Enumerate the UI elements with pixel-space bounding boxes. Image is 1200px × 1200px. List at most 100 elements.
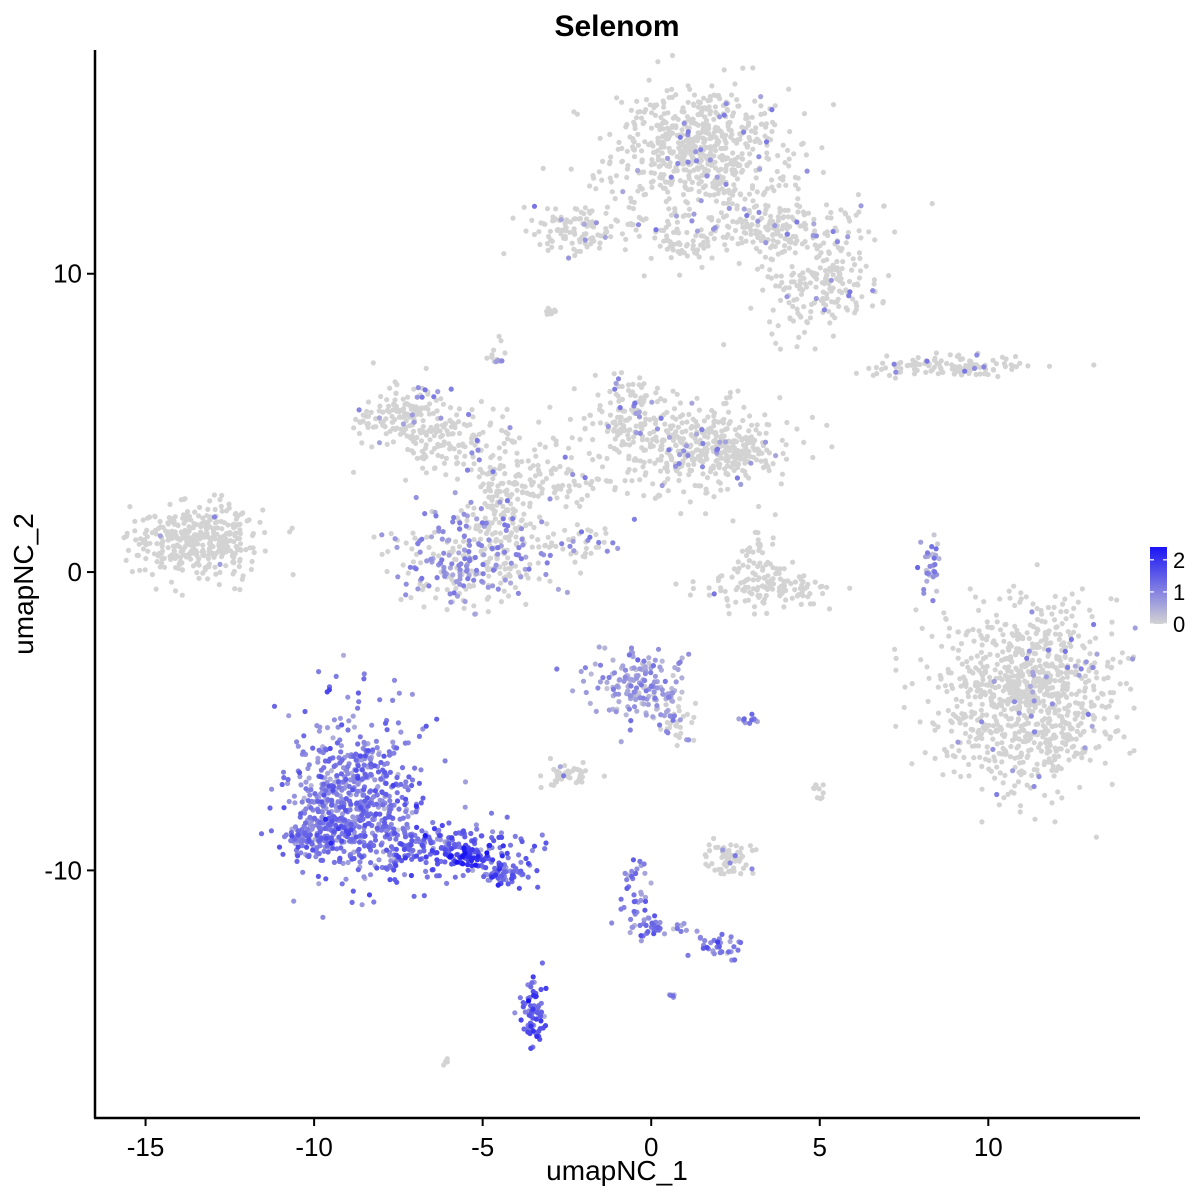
- scatter-point: [609, 920, 615, 926]
- scatter-point: [686, 651, 692, 657]
- scatter-point: [1103, 731, 1109, 737]
- scatter-point: [1073, 691, 1080, 698]
- scatter-point: [762, 412, 768, 418]
- scatter-point: [1045, 653, 1051, 659]
- scatter-point: [497, 530, 503, 536]
- scatter-point: [641, 169, 647, 175]
- scatter-point: [320, 914, 326, 920]
- scatter-point: [622, 441, 628, 447]
- scatter-point: [500, 463, 507, 469]
- scatter-point: [212, 520, 219, 526]
- scatter-point: [593, 220, 600, 226]
- scatter-point: [550, 218, 556, 224]
- scatter-point: [571, 229, 577, 235]
- scatter-point: [645, 701, 651, 708]
- scatter-point: [585, 527, 591, 533]
- scatter-point: [940, 772, 946, 778]
- scatter-point: [609, 189, 615, 195]
- scatter-point: [457, 567, 463, 573]
- scatter-point: [725, 457, 731, 463]
- scatter-point: [361, 671, 367, 677]
- scatter-point: [454, 593, 461, 599]
- scatter-point: [956, 352, 962, 358]
- scatter-point: [654, 385, 661, 391]
- scatter-point: [955, 715, 961, 722]
- scatter-point: [655, 157, 661, 163]
- scatter-point: [731, 858, 737, 864]
- scatter-point: [754, 189, 760, 195]
- scatter-point: [742, 196, 748, 202]
- scatter-point: [721, 861, 727, 868]
- scatter-point: [1016, 672, 1022, 678]
- scatter-point: [384, 397, 390, 403]
- scatter-point: [762, 110, 768, 117]
- scatter-point: [651, 679, 658, 685]
- scatter-point: [1087, 651, 1093, 657]
- scatter-point: [560, 546, 566, 552]
- scatter-point: [760, 565, 766, 571]
- scatter-point: [733, 599, 739, 605]
- scatter-point: [693, 447, 699, 453]
- scatter-point: [792, 587, 798, 593]
- scatter-point: [999, 740, 1005, 746]
- scatter-point: [403, 581, 409, 587]
- scatter-point: [893, 655, 899, 662]
- scatter-point: [624, 148, 630, 154]
- scatter-point: [553, 543, 559, 550]
- scatter-point: [426, 411, 432, 417]
- scatter-point: [514, 487, 520, 493]
- scatter-point: [1087, 607, 1093, 613]
- scatter-point: [1068, 726, 1074, 732]
- scatter-point: [510, 520, 516, 526]
- scatter-point: [788, 239, 794, 245]
- scatter-point: [852, 262, 858, 268]
- scatter-point: [675, 160, 681, 167]
- scatter-point: [625, 432, 631, 438]
- scatter-point: [398, 426, 404, 432]
- scatter-point: [723, 400, 729, 406]
- scatter-point: [649, 399, 655, 405]
- scatter-point: [772, 243, 778, 250]
- scatter-point: [577, 436, 583, 442]
- scatter-point: [704, 173, 710, 179]
- scatter-point: [655, 646, 662, 652]
- scatter-point: [337, 715, 343, 721]
- scatter-point: [186, 524, 192, 530]
- scatter-point: [724, 444, 730, 450]
- scatter-point: [662, 421, 668, 427]
- scatter-point: [604, 455, 610, 462]
- scatter-point: [740, 865, 747, 871]
- scatter-point: [756, 503, 762, 510]
- scatter-point: [967, 734, 973, 740]
- scatter-point: [753, 245, 760, 252]
- scatter-point: [1047, 693, 1053, 699]
- scatter-point: [819, 145, 825, 151]
- scatter-point: [823, 202, 830, 208]
- scatter-point: [658, 114, 664, 120]
- scatter-point: [902, 684, 908, 690]
- scatter-point: [1080, 710, 1087, 716]
- scatter-point: [1019, 663, 1025, 669]
- scatter-point: [1021, 691, 1027, 697]
- scatter-point: [886, 372, 893, 378]
- scatter-point: [797, 284, 803, 290]
- scatter-point: [392, 536, 398, 542]
- scatter-point: [802, 222, 808, 228]
- scatter-point: [1040, 698, 1046, 704]
- scatter-point: [685, 143, 691, 149]
- scatter-point: [1056, 636, 1062, 643]
- scatter-point: [631, 434, 637, 440]
- scatter-point: [579, 779, 585, 785]
- scatter-point: [1069, 613, 1075, 619]
- scatter-point: [156, 550, 162, 557]
- scatter-point: [673, 442, 679, 449]
- scatter-point: [499, 358, 505, 364]
- scatter-point: [544, 308, 550, 314]
- scatter-point: [345, 859, 351, 866]
- scatter-point: [639, 148, 645, 154]
- scatter-point: [984, 712, 990, 718]
- scatter-point: [718, 210, 725, 216]
- scatter-point: [230, 571, 236, 577]
- scatter-point: [700, 471, 706, 477]
- scatter-point: [830, 262, 836, 268]
